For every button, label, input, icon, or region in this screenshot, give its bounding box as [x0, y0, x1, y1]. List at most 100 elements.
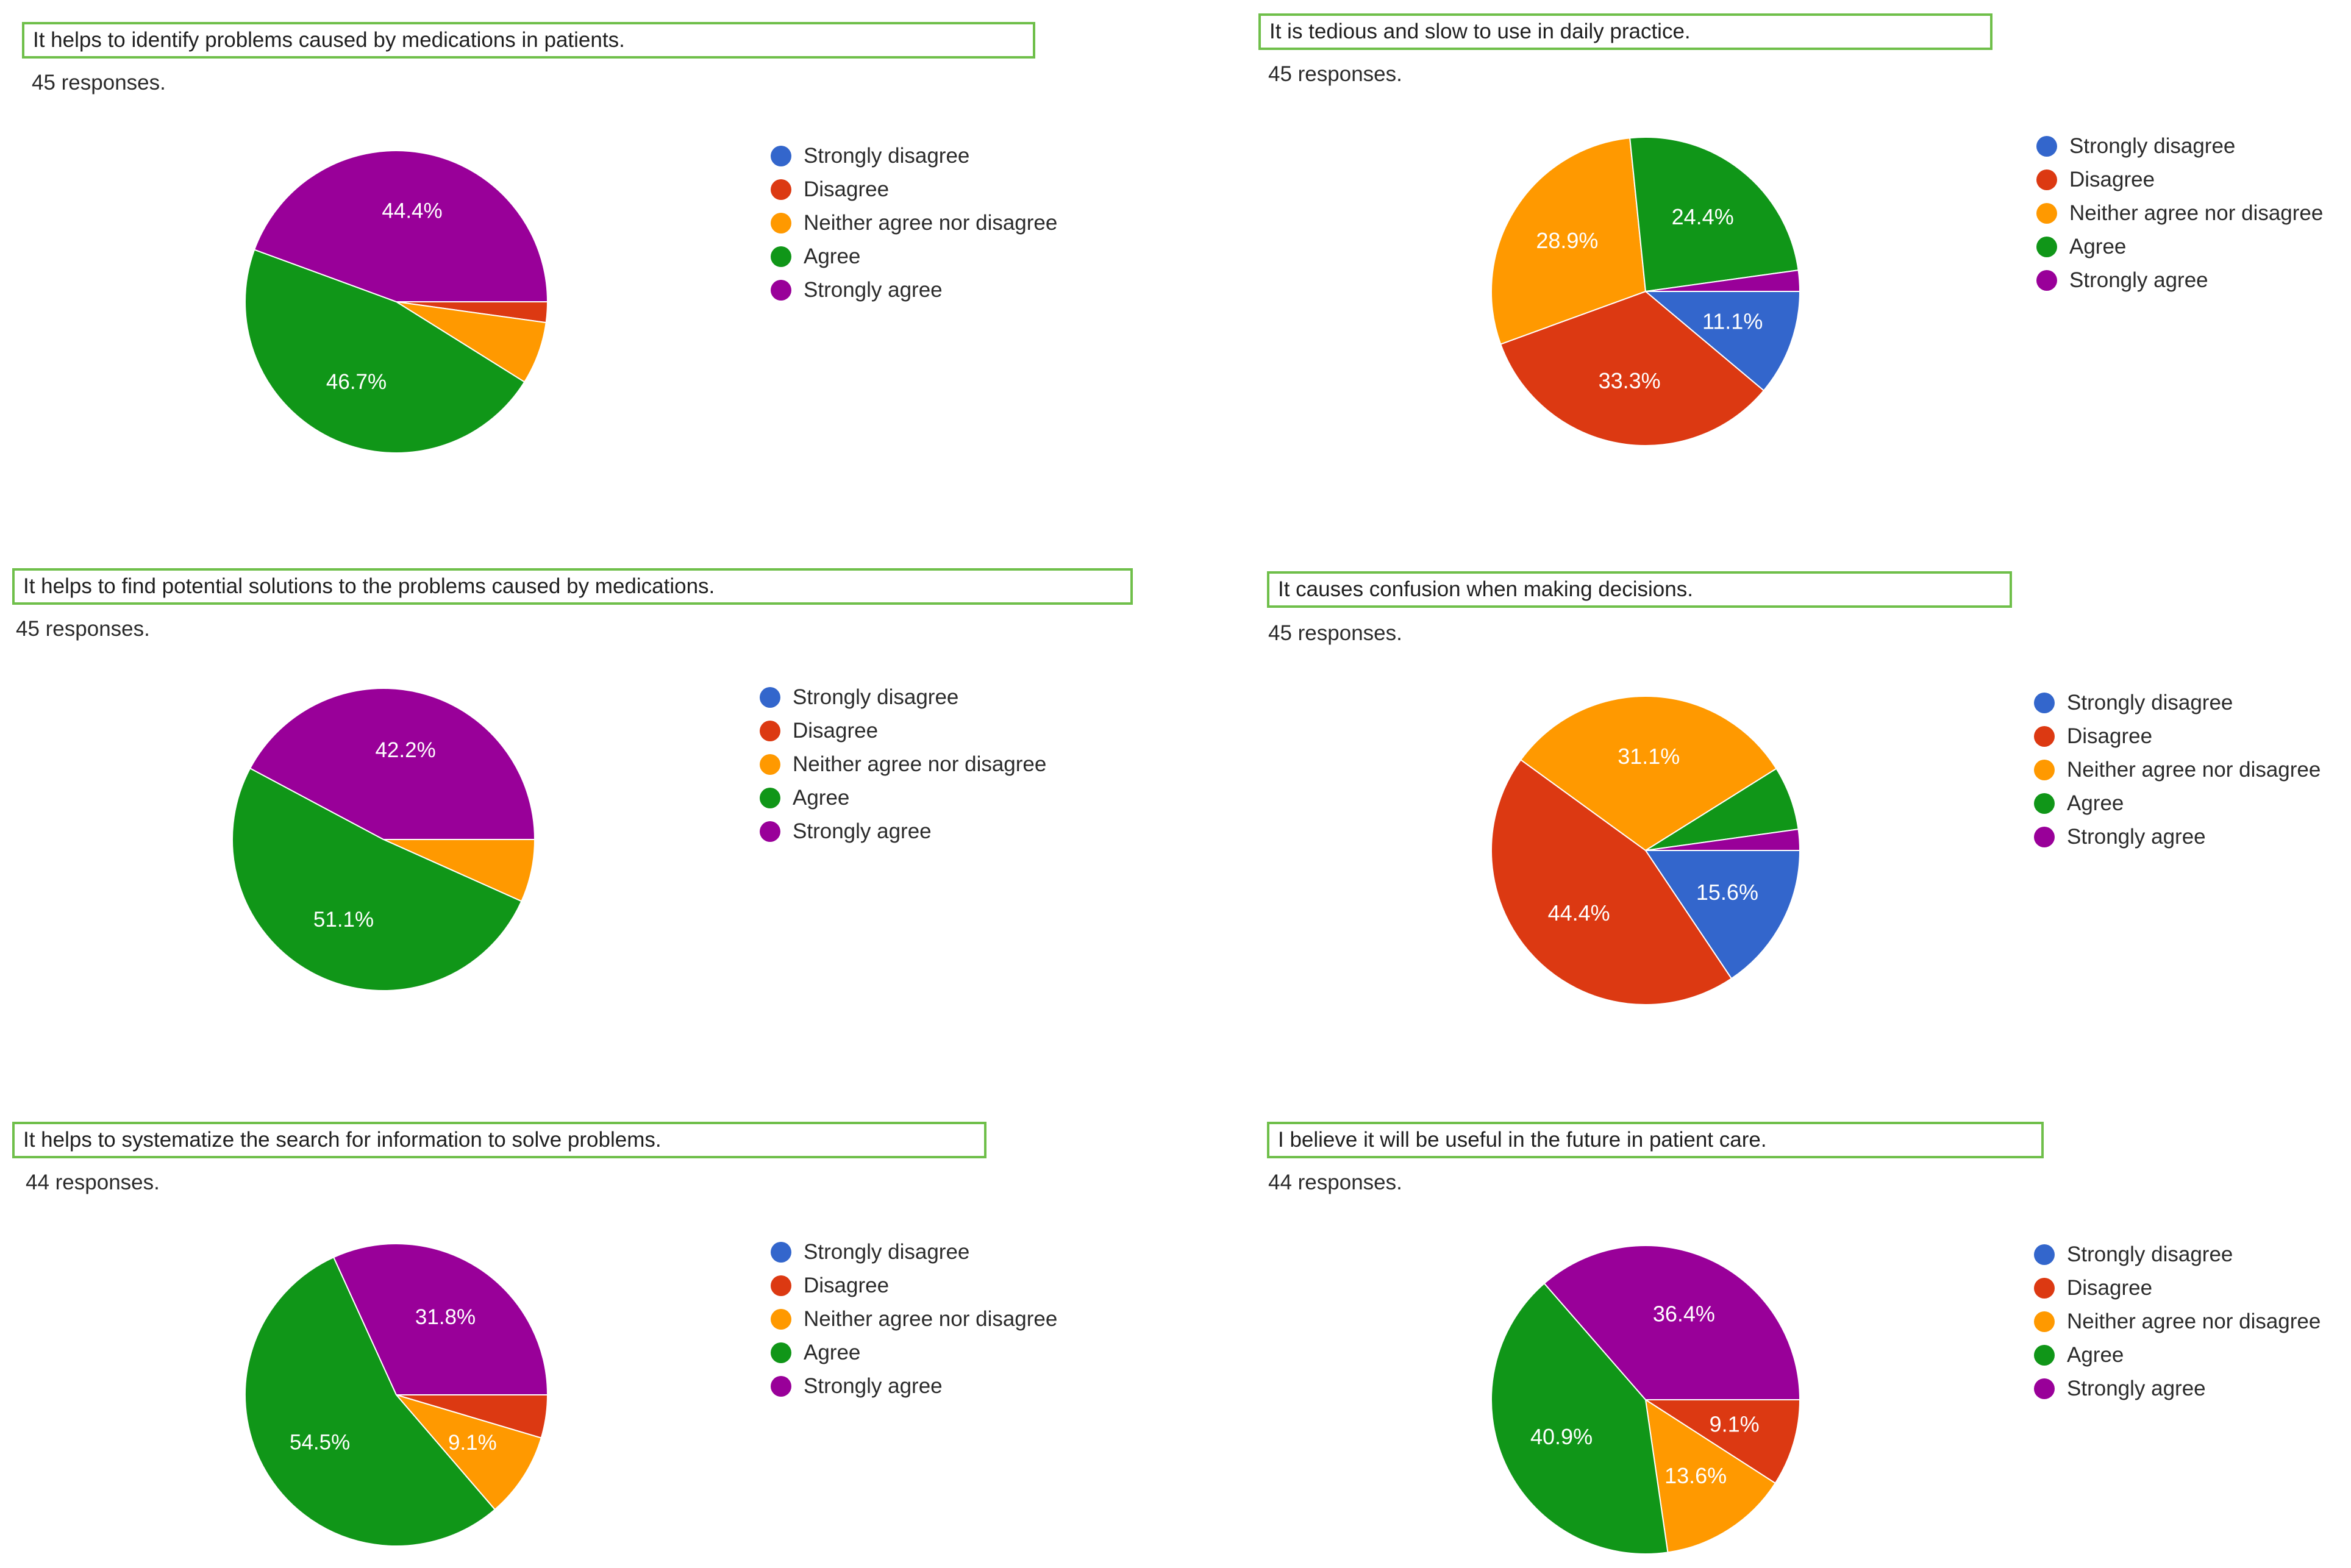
response-count: 44 responses.	[26, 1171, 160, 1194]
legend-label: Neither agree nor disagree	[2067, 1309, 2321, 1333]
chart-panel-3: It helps to find potential solutions to …	[0, 522, 1176, 1045]
legend-item: Agree	[760, 781, 1046, 814]
pie-chart: 51.1% 42.2%	[232, 688, 536, 991]
pie-slice-strongly-agree	[249, 688, 536, 840]
response-count: 45 responses.	[32, 71, 166, 94]
legend-label: Disagree	[804, 177, 890, 201]
response-count: 45 responses.	[1268, 621, 1402, 645]
pie-slice-agree	[1645, 768, 1799, 851]
legend-item: Neither agree nor disagree	[2034, 1305, 2321, 1338]
slice-label-disagree: 9.1%	[1710, 1411, 1760, 1436]
legend-label: Neither agree nor disagree	[793, 752, 1047, 776]
pie-slice-agree	[1491, 1282, 1669, 1555]
legend: Strongly disagree Disagree Neither agree…	[2034, 1238, 2321, 1405]
legend-dot	[760, 686, 780, 708]
slice-label-strongly-agree: 42.2%	[375, 738, 435, 762]
legend-label: Strongly agree	[804, 277, 943, 302]
slice-label-disagree: 44.4%	[1548, 900, 1610, 925]
legend-item: Strongly agree	[2036, 263, 2323, 297]
legend-label: Strongly agree	[2067, 1376, 2206, 1400]
legend-label: Strongly disagree	[2067, 1242, 2233, 1266]
chart-panel-2: It is tedious and slow to use in daily p…	[1176, 0, 2351, 522]
legend-label: Strongly disagree	[804, 143, 970, 168]
legend-dot	[2034, 1378, 2055, 1399]
legend-dot	[771, 1308, 791, 1330]
legend-item: Strongly disagree	[760, 680, 1046, 714]
legend-dot	[771, 212, 791, 233]
legend-dot	[2036, 169, 2057, 190]
slice-label-agree: 24.4%	[1672, 204, 1734, 229]
slice-label-strongly-agree: 36.4%	[1653, 1301, 1715, 1326]
legend-label: Neither agree nor disagree	[2067, 757, 2321, 782]
legend-dot	[2034, 759, 2055, 780]
legend-dot	[771, 1375, 791, 1397]
legend-label: Strongly agree	[804, 1374, 943, 1398]
pie-slice-strongly-agree	[253, 150, 549, 302]
legend-label: Neither agree nor disagree	[2069, 201, 2324, 225]
legend-item: Strongly agree	[760, 814, 1046, 848]
legend-item: Disagree	[760, 714, 1046, 747]
slice-label-neither-agree-nor-disagree: 28.9%	[1536, 228, 1598, 253]
slice-label-strongly-agree: 31.8%	[415, 1305, 476, 1329]
pie-slice-neither-agree-nor-disagree	[1519, 696, 1777, 852]
legend-item: Strongly agree	[771, 273, 1057, 307]
chart-title: It helps to systematize the search for i…	[12, 1122, 986, 1158]
legend-label: Agree	[2067, 791, 2124, 815]
legend: Strongly disagree Disagree Neither agree…	[2034, 686, 2321, 853]
legend-item: Agree	[2036, 230, 2323, 263]
pie-chart: 11.1% 33.3% 28.9% 24.4%	[1491, 137, 1801, 446]
legend-label: Strongly agree	[2067, 824, 2206, 849]
pie-slice-neither-agree-nor-disagree	[394, 1394, 542, 1511]
legend-dot	[2034, 725, 2055, 747]
legend-label: Strongly disagree	[793, 685, 959, 709]
legend-dot	[2036, 202, 2057, 224]
pie-slice-agree	[244, 1256, 496, 1547]
pie-slice-strongly-agree	[1543, 1245, 1801, 1400]
pie-slice-neither-agree-nor-disagree	[1491, 137, 1647, 345]
legend-item: Disagree	[2036, 163, 2323, 196]
legend-label: Disagree	[2067, 1275, 2153, 1300]
legend-dot	[771, 179, 791, 200]
slice-label-disagree: 33.3%	[1599, 368, 1661, 393]
legend-dot	[2036, 236, 2057, 257]
legend-dot	[771, 145, 791, 166]
legend-item: Disagree	[771, 1269, 1057, 1302]
legend-dot	[2034, 826, 2055, 847]
legend: Strongly disagree Disagree Neither agree…	[760, 680, 1046, 848]
slice-label-strongly-disagree: 11.1%	[1702, 308, 1763, 333]
pie-chart: 46.7% 44.4%	[244, 150, 549, 454]
response-count: 44 responses.	[1268, 1171, 1402, 1194]
legend-item: Strongly agree	[2034, 820, 2321, 853]
chart-panel-6: I believe it will be useful in the futur…	[1176, 1045, 2351, 1567]
pie-slice-agree	[244, 249, 526, 454]
legend-item: Strongly agree	[2034, 1372, 2321, 1405]
legend-item: Strongly disagree	[771, 1235, 1057, 1269]
response-count: 45 responses.	[1268, 62, 1402, 86]
legend-item: Agree	[771, 240, 1057, 273]
pie-slice-strongly-agree	[332, 1243, 549, 1395]
legend-label: Strongly agree	[2069, 268, 2208, 292]
pie-slice-strongly-disagree	[1644, 850, 1801, 980]
chart-title: It causes confusion when making decision…	[1267, 571, 2012, 608]
legend-label: Strongly agree	[793, 819, 932, 843]
legend-item: Neither agree nor disagree	[2034, 753, 2321, 786]
legend-item: Neither agree nor disagree	[2036, 196, 2323, 230]
pie-chart: 9.1% 54.5% 31.8%	[244, 1243, 549, 1547]
legend: Strongly disagree Disagree Neither agree…	[771, 1235, 1057, 1403]
slice-label-strongly-agree: 44.4%	[382, 199, 442, 223]
slice-label-agree: 40.9%	[1530, 1424, 1593, 1449]
legend-dot	[2034, 1311, 2055, 1332]
legend-dot	[771, 1275, 791, 1296]
legend-label: Agree	[793, 785, 850, 810]
pie-slice-disagree	[1491, 758, 1733, 1005]
legend-label: Neither agree nor disagree	[804, 1306, 1058, 1331]
pie-slice-agree	[232, 767, 523, 991]
legend-item: Strongly disagree	[771, 139, 1057, 173]
legend-item: Strongly disagree	[2034, 1238, 2321, 1271]
slice-label-neither-agree-nor-disagree: 13.6%	[1664, 1463, 1727, 1488]
legend-dot	[760, 754, 780, 775]
legend-item: Strongly agree	[771, 1369, 1057, 1403]
slice-label-neither-agree-nor-disagree: 9.1%	[448, 1431, 497, 1455]
legend-item: Agree	[2034, 786, 2321, 820]
pie-slice-strongly-agree	[1645, 269, 1801, 292]
